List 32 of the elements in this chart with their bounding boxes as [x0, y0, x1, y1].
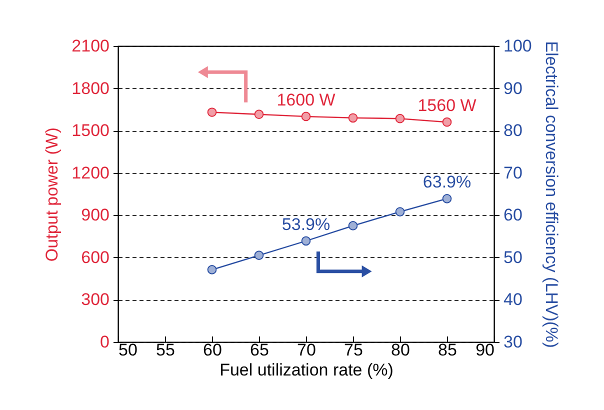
data-label: 1600 W	[276, 90, 336, 110]
y2-tick-label: 60	[504, 206, 522, 225]
data-label: 53.9%	[282, 214, 330, 234]
y2-axis-title: Electrical conversion efficiency (LHV)(%)	[542, 41, 561, 348]
data-label: 1560 W	[418, 96, 476, 116]
x-tick-label: 60	[203, 340, 222, 360]
y2-tick-label: 40	[504, 290, 522, 310]
y2-tick-label: 70	[504, 163, 522, 182]
y2-tick-label: 100	[504, 36, 532, 56]
y-tick-label: 900	[81, 206, 110, 225]
y-tick-label: 1200	[72, 163, 110, 182]
x-tick-label: 90	[476, 340, 494, 360]
x-tick-label: 80	[391, 340, 410, 360]
x-tick-label: 50	[118, 340, 138, 360]
data-label: 63.9%	[422, 172, 472, 192]
x-tick-label: 85	[438, 340, 457, 360]
y-tick-label: 1500	[72, 121, 110, 140]
x-tick-label: 75	[344, 340, 363, 360]
x-tick-label: 70	[297, 340, 316, 360]
y-tick-label: 600	[81, 248, 110, 267]
y2-tick-label: 30	[504, 332, 522, 352]
y2-tick-label: 90	[504, 78, 522, 98]
y2-tick-label: 50	[504, 248, 522, 267]
y-axis-title: Output power (W)	[42, 127, 62, 262]
x-tick-label: 55	[156, 340, 175, 360]
y-tick-label: 0	[100, 332, 110, 352]
x-tick-label: 65	[250, 340, 269, 360]
y2-tick-label: 80	[504, 121, 522, 140]
x-axis-title: Fuel utilization rate (%)	[220, 360, 394, 380]
y-tick-label: 1800	[72, 78, 110, 98]
y-tick-label: 2100	[72, 36, 110, 56]
y-tick-label: 300	[81, 290, 110, 310]
